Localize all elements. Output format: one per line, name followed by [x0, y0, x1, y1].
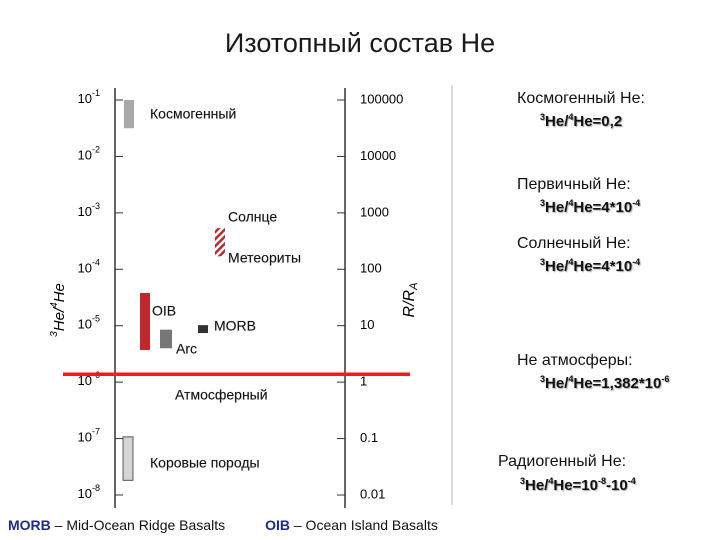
y-tick-label: 10-2 — [78, 145, 100, 163]
y2-tick-label: 100000 — [360, 91, 403, 106]
range-bar — [122, 436, 134, 481]
y2-tick-label: 0.01 — [360, 486, 385, 501]
formula-part: He/ — [545, 375, 569, 392]
range-bar — [198, 325, 208, 334]
expansion: – Mid-Ocean Ridge Basalts — [50, 517, 226, 533]
y-tick-label: 10-1 — [78, 88, 100, 106]
tick-exp: -1 — [92, 88, 100, 98]
formula-part: 3 — [540, 112, 546, 122]
formula-part: 4 — [568, 257, 574, 267]
y2-tick-label: 1000 — [360, 204, 389, 219]
footer: MORB – Mid-Ocean Ridge Basalts OIB – Ocea… — [8, 517, 438, 533]
item-label: MORB — [214, 318, 256, 334]
tick-exp: -3 — [92, 201, 100, 211]
formula-part: -6 — [661, 374, 670, 384]
axis-title-part: He/ — [51, 306, 68, 331]
tick-base: 10 — [78, 317, 92, 332]
formula-part: 4 — [568, 198, 574, 208]
note-title: Радиогенный He: — [498, 453, 627, 470]
item-label: Arc — [176, 341, 197, 357]
formula: 3He/4He=4*10-4 — [540, 198, 640, 216]
formula-part: He=10 — [553, 477, 598, 494]
formula-part: 4 — [568, 112, 574, 122]
tick-base: 10 — [78, 486, 92, 501]
formula-part: He/ — [525, 477, 549, 494]
formula-part: He=4*10 — [573, 258, 633, 275]
y-tick-label: 10-3 — [78, 201, 100, 219]
formula-part: 3 — [540, 257, 546, 267]
tick-base: 10 — [78, 91, 92, 106]
abbr: OIB — [265, 517, 290, 533]
note-title: Космогенный He: — [517, 90, 645, 107]
abbr: MORB — [8, 517, 51, 533]
tick-base: 10 — [78, 430, 92, 445]
tick-exp: -5 — [92, 314, 100, 324]
tick-base: 10 — [78, 204, 92, 219]
formula: 3He/4He=1,382*10-6 — [540, 374, 669, 392]
tick-exp: -7 — [92, 427, 100, 437]
footer-item: OIB – Ocean Island Basalts — [265, 517, 438, 533]
formula-part: -10 — [606, 477, 628, 494]
range-bar — [124, 100, 134, 129]
formula: 3He/4He=10-8-10-4 — [520, 476, 636, 494]
tick-base: 10 — [78, 261, 92, 276]
formula-part: He=0,2 — [573, 113, 623, 130]
range-bar — [160, 329, 172, 349]
y2-tick-label: 1 — [360, 374, 367, 389]
formula: 3He/4He=0,2 — [540, 112, 622, 130]
item-label: Атмосферный — [175, 387, 268, 403]
y2-tick-label: 0.1 — [360, 430, 378, 445]
y-tick-label: 10-4 — [78, 258, 100, 276]
y-tick-label: 10-7 — [78, 427, 100, 445]
axis-title-part: A — [408, 283, 420, 291]
axis-title-part: R/R — [401, 289, 418, 317]
formula-part: He/ — [545, 258, 569, 275]
formula-part: He/ — [545, 113, 569, 130]
formula-part: 4 — [568, 374, 574, 384]
axis-title: R/RA — [401, 283, 420, 318]
note-title: He атмосферы: — [517, 352, 633, 369]
formula: 3He/4He=4*10-4 — [540, 257, 640, 275]
tick-base: 10 — [78, 148, 92, 163]
item-label: Солнце — [228, 209, 277, 225]
axis-title-part: 4 — [49, 302, 60, 308]
formula-part: He=4*10 — [573, 199, 633, 216]
slide-title: Изотопный состав He — [224, 28, 496, 58]
axis-title-part: He — [51, 283, 68, 302]
formula-part: 3 — [520, 476, 526, 486]
item-label: Космогенный — [150, 106, 236, 122]
formula-part: 4 — [548, 476, 554, 486]
tick-exp: -8 — [92, 483, 100, 493]
axis-title-part: 3 — [49, 331, 60, 337]
axis-title: 3He/4He — [49, 283, 68, 337]
formula-part: -8 — [598, 476, 607, 486]
range-bar — [215, 228, 225, 257]
tick-exp: -4 — [92, 258, 100, 268]
footer-item: MORB – Mid-Ocean Ridge Basalts — [8, 517, 225, 533]
tick-exp: -2 — [92, 145, 100, 155]
formula-part: 3 — [540, 374, 546, 384]
y-tick-label: 10-5 — [78, 314, 100, 332]
formula-part: He/ — [545, 199, 569, 216]
formula-part: -4 — [632, 257, 641, 267]
formula-part: -4 — [632, 198, 641, 208]
range-bar — [140, 292, 150, 350]
y2-tick-label: 100 — [360, 261, 382, 276]
item-label: Коровые породы — [150, 455, 260, 471]
formula-part: He=1,382*10 — [573, 375, 662, 392]
y2-tick-label: 10 — [360, 317, 374, 332]
item-label: Метеориты — [228, 250, 301, 266]
y-tick-label: 10-8 — [78, 483, 100, 501]
note-title: Солнечный He: — [517, 235, 631, 252]
note-title: Первичный He: — [517, 176, 631, 193]
item-label: OIB — [152, 303, 176, 319]
formula-part: 3 — [540, 198, 546, 208]
formula-part: -4 — [627, 476, 636, 486]
y2-tick-label: 10000 — [360, 148, 396, 163]
tick-base: 10 — [78, 374, 92, 389]
expansion: – Ocean Island Basalts — [289, 517, 438, 533]
